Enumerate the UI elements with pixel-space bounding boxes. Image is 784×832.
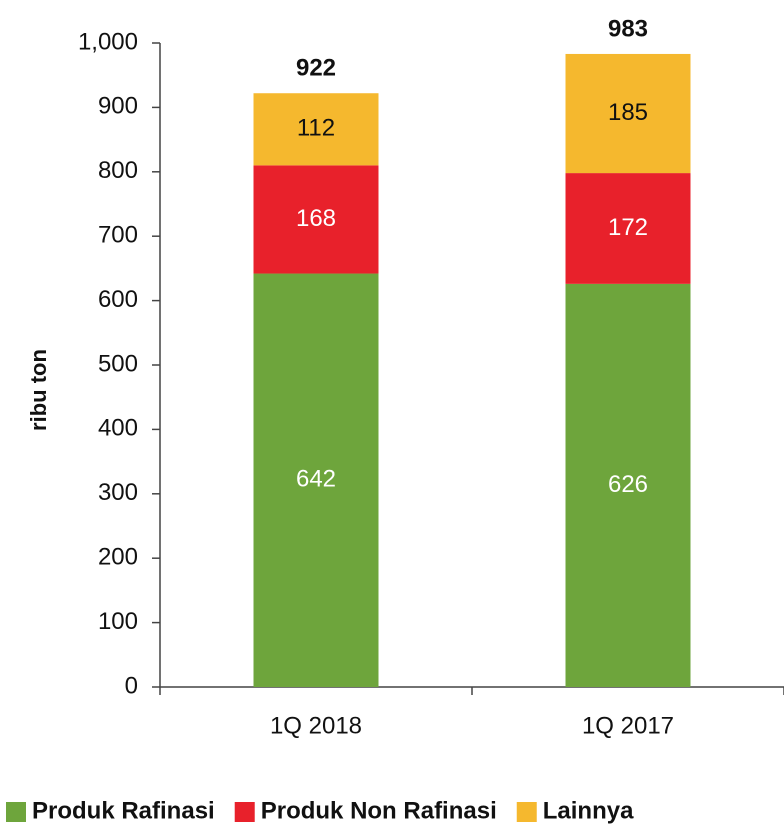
bar-segment (565, 283, 691, 687)
legend-swatch (234, 802, 255, 822)
y-tick-label: 500 (98, 350, 138, 377)
bar-segment (253, 165, 379, 274)
y-tick-label: 100 (98, 608, 138, 635)
total-label: 922 (296, 55, 336, 82)
y-tick-label: 300 (98, 479, 138, 506)
y-axis-label: ribu ton (26, 349, 51, 431)
y-tick-label: 600 (98, 286, 138, 313)
legend-label: Produk Rafinasi (32, 797, 215, 824)
y-tick-label: 400 (98, 415, 138, 442)
bar-segment (565, 173, 691, 284)
x-tick-label: 1Q 2018 (270, 712, 362, 739)
legend-swatch (6, 802, 26, 822)
y-tick-label: 900 (98, 93, 138, 120)
total-label: 983 (608, 15, 648, 42)
value-label: 642 (296, 466, 336, 493)
value-label: 168 (296, 205, 336, 232)
legend-swatch (516, 802, 537, 822)
bar-segment (565, 53, 691, 174)
value-label: 112 (297, 115, 335, 142)
bar-segment (253, 93, 379, 166)
y-tick-label: 800 (98, 157, 138, 184)
x-tick-label: 1Q 2017 (582, 712, 674, 739)
y-tick-label: 0 (125, 672, 138, 699)
value-label: 172 (608, 214, 648, 241)
y-tick-label: 1,000 (78, 28, 138, 55)
bar-segment (253, 273, 379, 687)
value-label: 626 (608, 471, 648, 498)
value-label: 185 (608, 99, 648, 126)
legend-label: Produk Non Rafinasi (261, 797, 497, 824)
legend-label: Lainnya (543, 797, 634, 824)
y-tick-label: 200 (98, 544, 138, 571)
y-tick-label: 700 (98, 222, 138, 249)
